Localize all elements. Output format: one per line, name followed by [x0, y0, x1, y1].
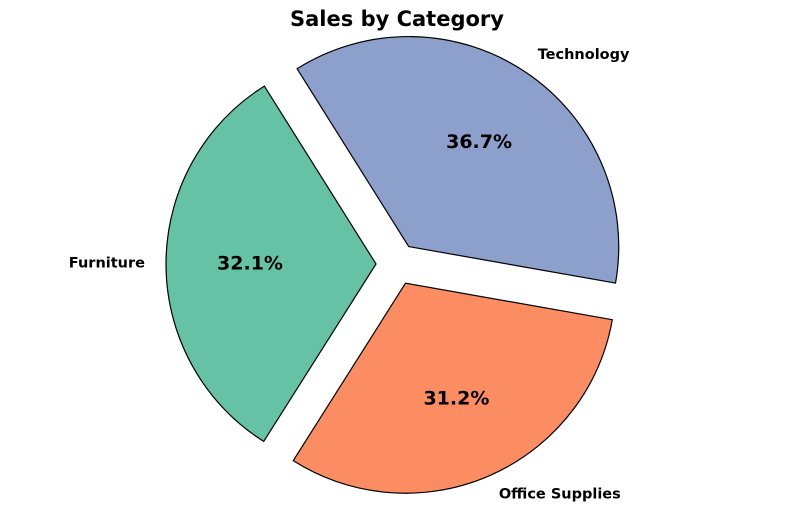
slice-percent-label: 31.2% [423, 387, 489, 409]
pie-slice-technology [296, 35, 620, 284]
slice-category-label: Furniture [69, 256, 145, 272]
pie-slice-office-supplies [292, 282, 613, 494]
labels-layer: 36.7% Technology 32.1% Furniture 31.2% Office… [69, 47, 630, 503]
slices-layer [165, 35, 620, 494]
slice-percent-label: 36.7% [446, 131, 512, 153]
slice-category-label: Technology [538, 47, 630, 63]
pie-slice-furniture [165, 85, 377, 443]
slice-category-label: Office Supplies [499, 486, 621, 502]
chart-title: Sales by Category [290, 7, 504, 31]
slice-percent-label: 32.1% [217, 253, 283, 275]
